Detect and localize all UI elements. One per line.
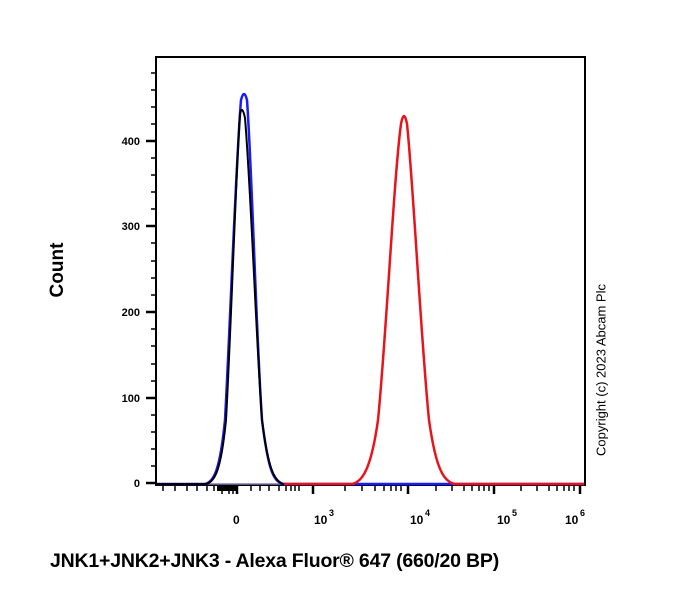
y-tick-100: 100 xyxy=(122,393,140,405)
x-tick-1e5-base: 10 xyxy=(497,513,511,527)
x-tick-labels: 0 10 3 10 4 10 5 10 6 xyxy=(233,508,585,527)
series-blue-curve xyxy=(157,92,584,486)
x-tick-1e4-base: 10 xyxy=(410,513,424,527)
y-tick-200: 200 xyxy=(122,307,140,319)
y-axis xyxy=(146,72,156,485)
x-axis xyxy=(162,485,582,494)
y-tick-400: 400 xyxy=(122,136,140,148)
y-tick-labels: 0 100 200 300 400 xyxy=(122,136,140,490)
x-tick-1e3-exp: 3 xyxy=(329,508,334,518)
y-tick-300: 300 xyxy=(122,221,140,233)
plot-frame xyxy=(155,56,586,486)
x-tick-1e6-base: 10 xyxy=(565,513,579,527)
x-tick-0: 0 xyxy=(233,513,240,527)
series-red-curve xyxy=(284,114,584,486)
y-axis-label: Count xyxy=(47,242,68,298)
copyright-annotation: Copyright (c) 2023 Abcam Plc xyxy=(593,284,609,456)
x-tick-1e5-exp: 5 xyxy=(512,508,517,518)
x-tick-1e6-exp: 6 xyxy=(580,508,585,518)
x-axis-label: JNK1+JNK2+JNK3 - Alexa Fluor® 647 (660/2… xyxy=(50,550,500,572)
x-tick-1e4-exp: 4 xyxy=(425,508,430,518)
x-tick-1e3-base: 10 xyxy=(314,513,328,527)
series-black-curve xyxy=(157,108,285,485)
y-tick-0: 0 xyxy=(134,478,140,490)
